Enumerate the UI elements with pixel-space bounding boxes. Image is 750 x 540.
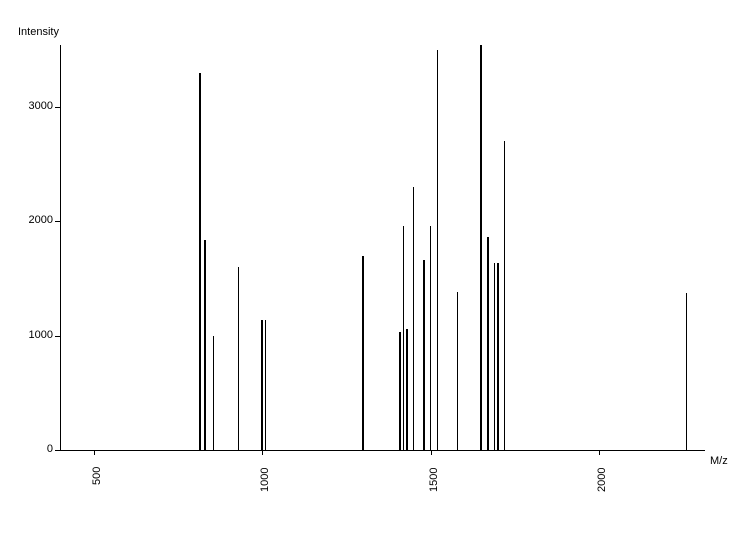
- x-axis-line: [60, 450, 705, 451]
- spectrum-peak: [406, 329, 408, 450]
- spectrum-peak: [204, 240, 206, 450]
- x-tick-label: 1000: [259, 468, 271, 492]
- spectrum-peak: [457, 292, 459, 450]
- x-axis-title: M/z: [710, 455, 728, 467]
- spectrum-peak: [399, 332, 401, 450]
- spectrum-peak: [504, 141, 506, 450]
- y-tick-label: 0: [15, 443, 53, 455]
- x-tick: [94, 450, 95, 455]
- spectrum-peak: [213, 336, 215, 450]
- spectrum-peak: [430, 226, 432, 450]
- spectrum-peak: [497, 263, 499, 450]
- spectrum-peak: [413, 187, 415, 450]
- spectrum-peak: [437, 50, 439, 450]
- x-tick-label: 2000: [596, 468, 608, 492]
- x-tick-label: 500: [91, 467, 103, 485]
- y-tick: [55, 336, 60, 337]
- spectrum-peak: [480, 45, 482, 450]
- spectrum-peak: [686, 293, 688, 450]
- y-tick-label: 3000: [15, 100, 53, 112]
- x-tick: [431, 450, 432, 455]
- plot-area: [60, 50, 700, 450]
- spectrum-peak: [265, 320, 267, 450]
- y-tick-label: 2000: [15, 214, 53, 226]
- y-axis-title: Intensity: [18, 26, 59, 38]
- x-tick: [262, 450, 263, 455]
- spectrum-peak: [238, 267, 240, 450]
- spectrum-peak: [494, 263, 496, 450]
- y-tick: [55, 107, 60, 108]
- x-tick: [599, 450, 600, 455]
- spectrum-peak: [423, 260, 425, 450]
- spectrum-peak: [487, 237, 489, 450]
- y-tick: [55, 450, 60, 451]
- y-tick: [55, 221, 60, 222]
- spectrum-peak: [261, 320, 263, 450]
- y-axis-line: [60, 45, 61, 450]
- spectrum-peak: [199, 73, 201, 450]
- spectrum-peak: [362, 256, 364, 450]
- y-tick-label: 1000: [15, 329, 53, 341]
- x-tick-label: 1500: [428, 468, 440, 492]
- spectrum-peak: [403, 226, 405, 450]
- mass-spectrum-chart: Intensity M/z 0 1000 2000 3000 500 1000 1500 20…: [0, 0, 750, 540]
